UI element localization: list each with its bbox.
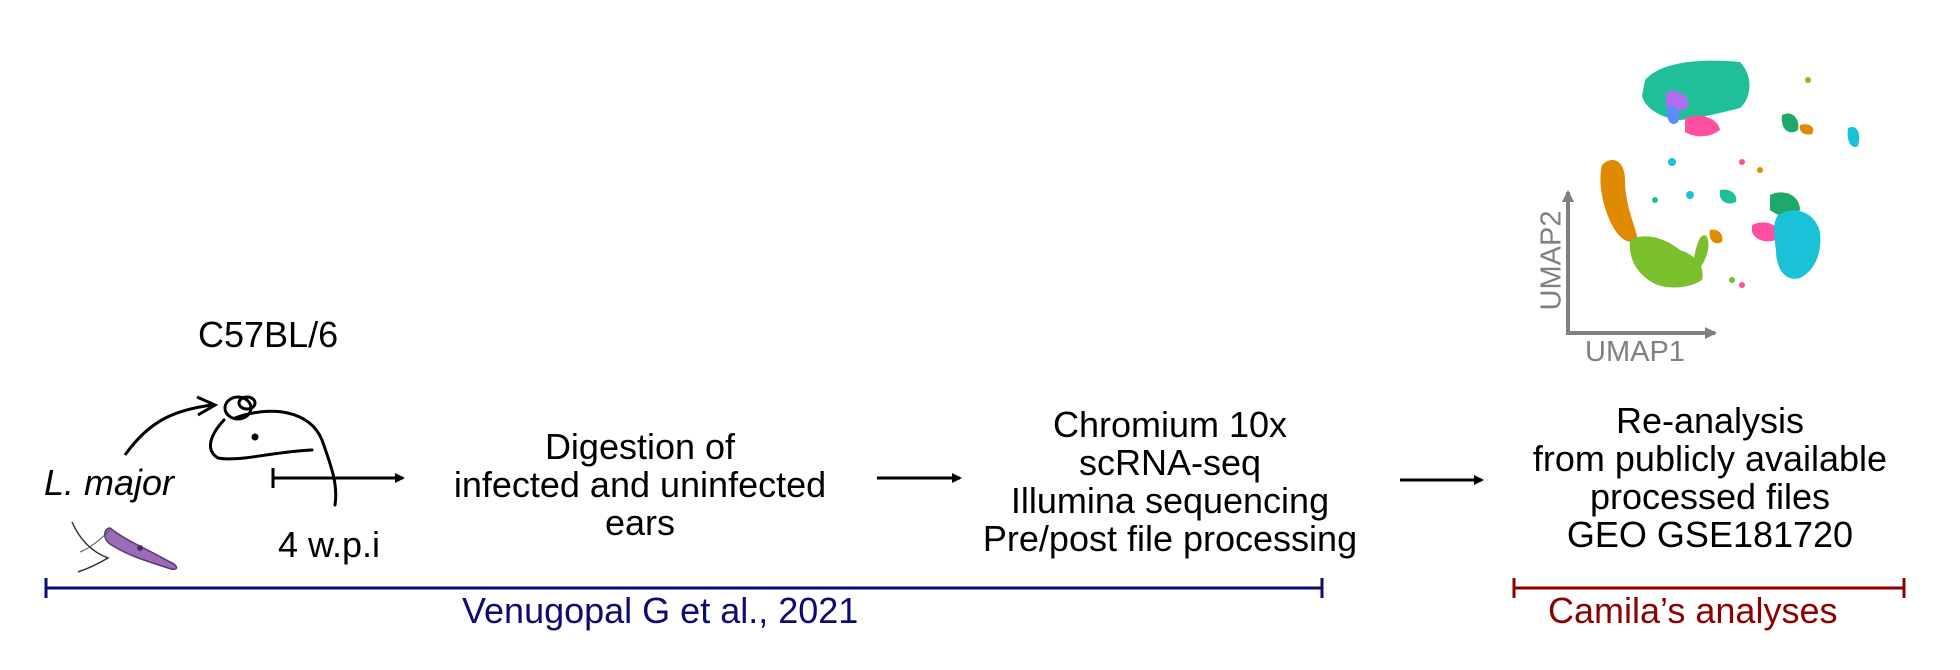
reanalysis-line-2: from publicly available [1532,438,1888,479]
umap-dot-4 [1739,159,1745,165]
umap-dot-1 [1668,158,1676,166]
sequencing-line-1: Chromium 10x [1052,404,1288,445]
reanalysis-step: Re-analysis from publicly available proc… [1480,402,1940,554]
infection-arrow [123,403,213,456]
reanalysis-line-1: Re-analysis [1615,400,1805,441]
umap-cluster-teal-mid [1719,189,1737,204]
umap-dot-2 [1686,191,1694,199]
umap-cluster-blue [1666,105,1680,125]
umap-dot-5 [1757,167,1763,173]
publication-label: Venugopal G et al., 2021 [462,590,859,631]
digestion-line-1: Digestion of [544,426,736,467]
umap-cluster-violet [1666,90,1689,111]
umap-dot-3 [1652,197,1658,203]
sequencing-line-4: Pre/post file processing [982,518,1358,559]
umap-cluster-pink-top [1685,115,1720,137]
analyses-label: Camila’s analyses [1548,590,1838,631]
umap-cluster-orange-small [1799,124,1814,135]
sequencing-line-2: scRNA-seq [1078,442,1262,483]
umap-cluster-green-small [1781,113,1799,133]
umap-cluster-green-large [1629,236,1703,288]
infection-arrow-head [196,395,219,417]
umap-cluster-green-right [1770,192,1800,216]
reanalysis-line-4: GEO GSE181720 [1566,514,1854,555]
digestion-line-2: infected and uninfected [453,464,827,505]
umap-dot-6 [1805,77,1811,83]
umap-y-label: UMAP2 [1535,210,1568,311]
reanalysis-line-3: processed files [1589,476,1831,517]
pathogen-label: L. major [44,462,175,503]
umap-cluster-cyan-drop [1847,126,1860,148]
publication-bracket [44,578,1324,598]
umap-cluster-green-tail [1693,235,1709,272]
strain-label: C57BL/6 [198,314,339,355]
umap-cluster-teal-large [1642,60,1750,120]
umap-cluster-orange-tall [1600,160,1638,242]
umap-cluster-pink-right [1752,222,1781,242]
timepoint-label: 4 w.p.i [278,524,381,565]
umap-x-label: UMAP1 [1585,336,1685,368]
parasite-icon [71,521,178,573]
digestion-line-3: ears [604,502,676,543]
umap-cluster-orange-mid [1709,229,1723,244]
umap-cluster-cyan-large [1774,210,1821,279]
umap-dot-8 [1739,282,1745,288]
sequencing-step: Chromium 10x scRNA-seq Illumina sequenci… [935,406,1405,558]
umap-plot [1562,60,1860,339]
umap-dot-7 [1729,277,1735,283]
sequencing-line-3: Illumina sequencing [1010,480,1330,521]
mouse-icon [208,395,338,507]
digestion-step: Digestion of infected and uninfected ear… [405,428,875,542]
analyses-bracket [1512,578,1906,598]
